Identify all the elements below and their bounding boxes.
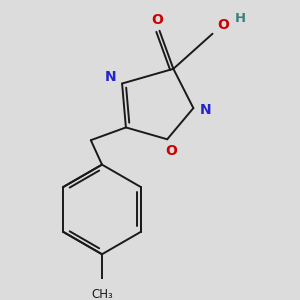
Text: O: O (165, 144, 177, 158)
Text: O: O (152, 13, 163, 27)
Text: N: N (200, 103, 212, 117)
Text: N: N (105, 70, 117, 84)
Text: CH₃: CH₃ (91, 288, 113, 300)
Text: H: H (235, 12, 246, 25)
Text: O: O (217, 18, 229, 32)
